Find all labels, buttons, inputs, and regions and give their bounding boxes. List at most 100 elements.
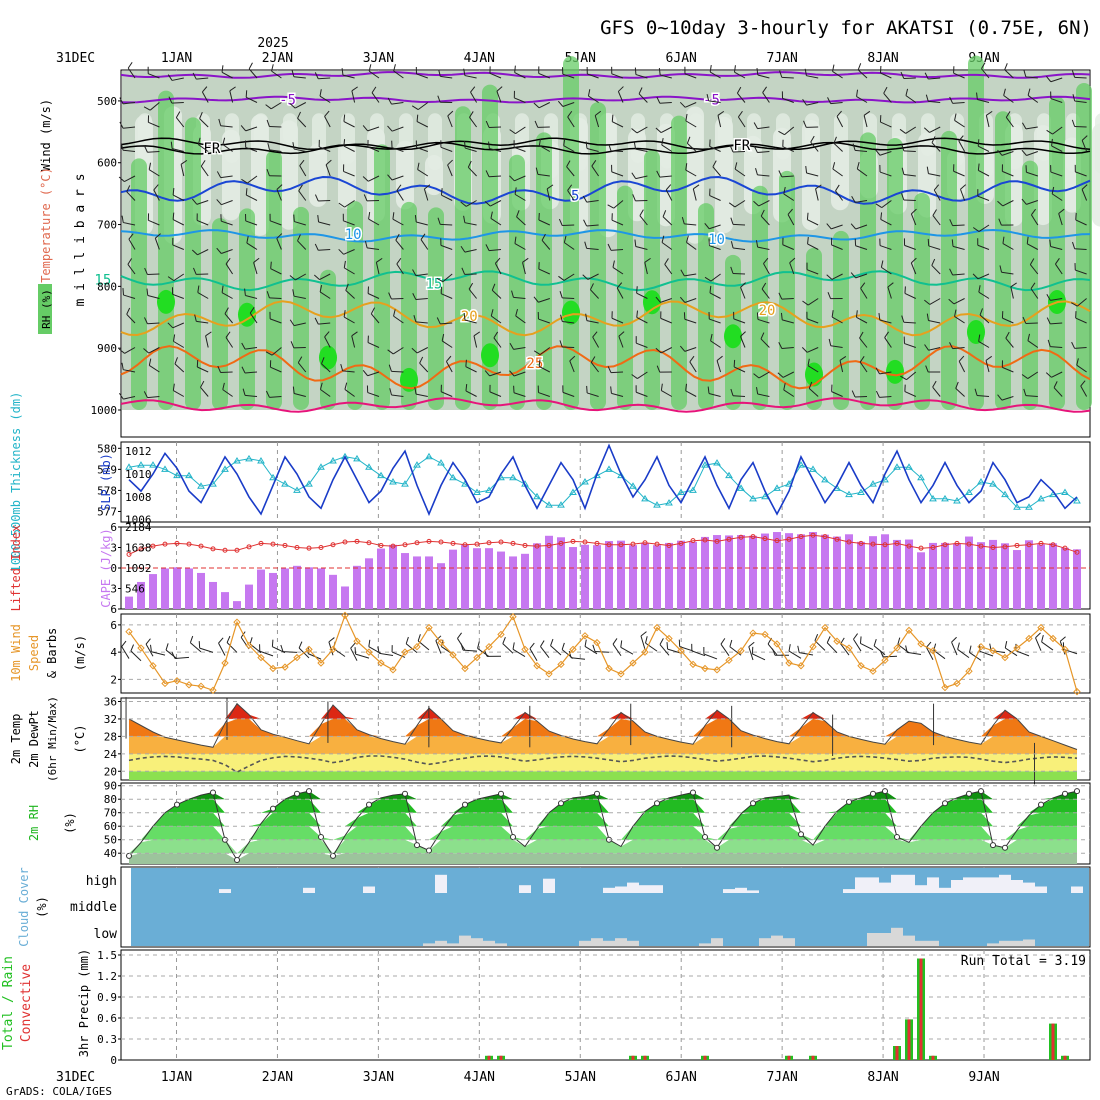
wind-barb-flag <box>216 171 222 178</box>
wind-barb-flag <box>276 233 283 239</box>
wind-barb-flag <box>216 247 222 254</box>
wind-speed-point <box>797 662 805 670</box>
cloud-bar <box>891 874 903 893</box>
rh-upper-band <box>399 113 413 154</box>
cape-bar <box>1001 543 1009 609</box>
cape-tick-label: 1092 <box>125 562 152 575</box>
rh-upper-band <box>254 113 268 154</box>
wind-barb-flag <box>1026 236 1029 244</box>
wind-speed-point <box>209 686 217 694</box>
lifted-index-point <box>1026 542 1032 548</box>
y-tick-label: 2 <box>110 673 117 686</box>
wind-barb-flag <box>986 110 993 116</box>
cloud-bar <box>843 889 855 893</box>
wind-barb-flag <box>457 632 462 639</box>
wind-barb <box>879 151 892 156</box>
wind-speed-point <box>377 659 385 667</box>
wind-barb <box>1050 298 1063 301</box>
wind-barb-flag <box>298 641 303 649</box>
wind-barb-flag <box>393 309 396 317</box>
wind-speed-point <box>317 659 325 667</box>
wind-barb <box>490 315 502 324</box>
date-label-top: 3JAN <box>363 51 394 66</box>
rh-line <box>128 790 1078 861</box>
wind-speed-point <box>461 664 469 673</box>
wind-barb <box>247 175 258 184</box>
wind-barb <box>435 640 442 654</box>
wind-speed-line <box>128 613 1078 692</box>
wind-barb-flag <box>951 239 954 247</box>
cape-bar <box>845 534 853 609</box>
wind-barb <box>782 371 795 378</box>
rh-point <box>690 789 696 796</box>
wind-barb-flag <box>122 288 125 296</box>
wind-barb <box>1055 263 1063 275</box>
cloud-bar <box>615 938 627 946</box>
rh-upper-band <box>689 113 703 155</box>
axis-label: 2m Temp <box>9 714 23 765</box>
wind-barb-flag <box>473 331 481 337</box>
cloud-bar <box>735 887 747 893</box>
wind-barb <box>882 655 898 658</box>
wind-barb <box>469 117 478 128</box>
wind-barb-flag <box>1022 122 1027 130</box>
wind-barb <box>367 371 380 377</box>
y-tick-label: 600 <box>97 157 117 170</box>
wind-barb <box>732 395 746 397</box>
wind-barb-flag <box>388 292 392 300</box>
wind-barb <box>442 273 453 283</box>
wind-barb <box>806 75 819 79</box>
axis-label: 2m DewPt <box>27 710 41 768</box>
wind-barb-flag <box>245 188 248 196</box>
wind-barb <box>173 390 185 397</box>
wind-barb-flag <box>783 186 786 195</box>
wind-barb-flag <box>126 307 131 315</box>
lifted-index-point <box>798 534 804 540</box>
wind-barb-flag <box>1023 388 1027 396</box>
wind-barb <box>271 347 282 356</box>
wind-barb <box>782 244 794 250</box>
wind-barb <box>1005 647 1018 657</box>
wind-barb <box>978 224 990 232</box>
wind-barb <box>269 396 282 398</box>
wind-barb-flag <box>883 86 888 94</box>
thickness-point <box>941 494 949 502</box>
wind-barb <box>1030 288 1039 299</box>
rh-upper-band <box>718 113 732 146</box>
rh-point <box>966 790 972 797</box>
wind-barb <box>709 292 721 299</box>
wind-barb <box>831 224 843 230</box>
wind-barb <box>594 115 600 128</box>
wind-barb-flag <box>290 341 295 349</box>
wind-barb-flag <box>612 638 618 645</box>
rh-upper-band <box>341 113 355 164</box>
rh-point <box>558 800 564 807</box>
wind-barb-flag <box>470 86 476 93</box>
wind-barb <box>1050 98 1063 103</box>
y-tick-label: 0.6 <box>97 1012 117 1025</box>
cape-bar <box>893 539 901 609</box>
wind-barb <box>660 126 673 134</box>
rh-column <box>212 218 228 410</box>
wind-barb <box>538 219 551 226</box>
wind-barb-flag <box>1053 381 1058 388</box>
rh-point <box>978 788 984 795</box>
wind-barb <box>881 266 892 275</box>
wind-barb <box>1050 322 1063 325</box>
wind-barb <box>883 92 892 103</box>
wind-barb <box>391 126 404 132</box>
lifted-index-point <box>786 536 792 542</box>
wind-barb <box>684 73 697 79</box>
wind-speed-point <box>1049 634 1057 643</box>
wind-barb <box>1075 171 1087 177</box>
wind-barb-flag <box>167 322 174 329</box>
wind-barb-flag <box>1081 184 1088 190</box>
cape-tick-label: 2184 <box>125 521 152 534</box>
wind-barb <box>123 369 136 373</box>
wind-barb <box>807 365 819 373</box>
lifted-index-point <box>762 536 768 542</box>
thickness-point <box>305 480 313 487</box>
lifted-index-point <box>366 540 372 546</box>
cloud-bar <box>651 885 663 893</box>
